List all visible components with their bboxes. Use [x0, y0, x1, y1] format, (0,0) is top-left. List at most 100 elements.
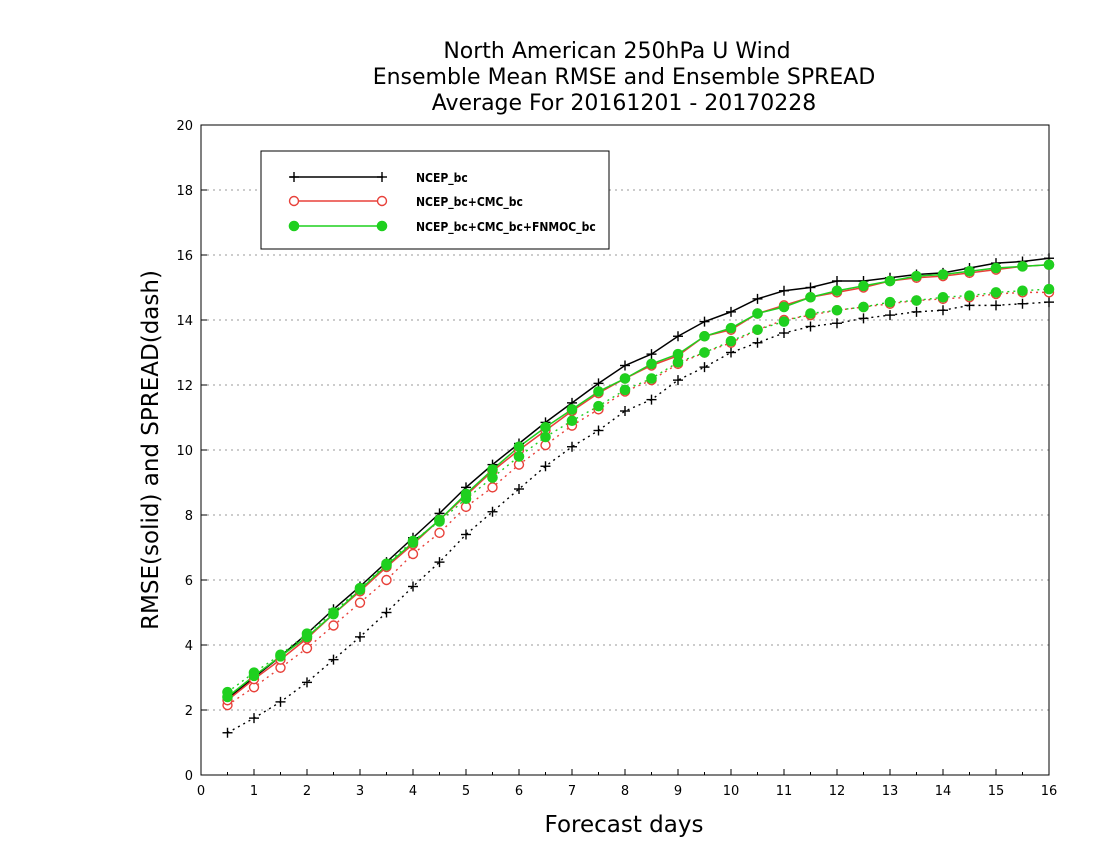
- rmse-point-series-3: [752, 308, 763, 319]
- rmse-point-series-3: [248, 670, 260, 682]
- rmse-point-series-3: [1043, 259, 1055, 271]
- rmse-point-series-3: [884, 275, 896, 287]
- gridlines: [201, 189, 1049, 711]
- legend-marker-2: [288, 195, 300, 207]
- rmse-point-series-1: [699, 316, 710, 327]
- chart-title-line-1: North American 250hPa U Wind: [443, 39, 790, 64]
- y-tick-label-4: 8: [185, 509, 193, 524]
- x-axis-label: Forecast days: [545, 812, 704, 838]
- spread-point-series-2: [487, 482, 498, 493]
- legend: NCEP_bc NCEP_bc+CMC_bc NCEP_bc+CMC_bc+FN…: [260, 150, 610, 250]
- y-tick-label-7: 14: [176, 314, 193, 329]
- spread-point-series-1: [567, 441, 577, 452]
- x-tick-label-2: 2: [303, 784, 311, 799]
- rmse-point-series-3: [460, 488, 472, 500]
- x-tick-label-16: 16: [1041, 784, 1058, 799]
- chart-title-line-2: Ensemble Mean RMSE and Ensemble SPREAD: [373, 65, 876, 90]
- spread-point-series-1: [1017, 298, 1028, 309]
- rmse-point-series-3: [990, 262, 1002, 274]
- rmse-point-series-3: [619, 373, 631, 384]
- x-tick-label-0: 0: [197, 784, 205, 799]
- spread-point-series-1: [540, 461, 551, 472]
- rmse-point-series-1: [620, 360, 630, 371]
- rmse-line-series-1: [227, 257, 1050, 700]
- spread-point-series-2: [301, 643, 313, 654]
- y-tick-label-10: 20: [176, 119, 193, 134]
- rmse-point-series-1: [752, 293, 763, 304]
- spread-point-series-3: [513, 451, 525, 462]
- x-tick-label-3: 3: [356, 784, 364, 799]
- spread-point-series-3: [619, 384, 631, 396]
- spread-point-series-1: [1044, 297, 1054, 308]
- x-tick-label-10: 10: [723, 784, 740, 799]
- spread-point-series-3: [937, 291, 949, 303]
- spread-point-series-3: [911, 295, 922, 306]
- rmse-point-series-3: [222, 691, 233, 703]
- legend-marker-1: [377, 172, 387, 182]
- spread-point-series-1: [832, 318, 842, 329]
- spread-point-series-1: [991, 300, 1001, 311]
- legend-marker-3: [288, 220, 300, 232]
- x-tick-label-14: 14: [935, 784, 952, 799]
- rmse-point-series-1: [779, 285, 789, 296]
- x-tick-label-4: 4: [409, 784, 417, 799]
- spread-point-series-1: [222, 727, 233, 738]
- spread-point-series-3: [699, 347, 710, 358]
- spread-point-series-3: [1043, 283, 1055, 295]
- spread-point-series-1: [938, 305, 948, 316]
- spread-point-series-3: [1017, 285, 1028, 297]
- x-tick-label-6: 6: [515, 784, 523, 799]
- spread-point-series-1: [752, 337, 763, 348]
- x-tick-label-5: 5: [462, 784, 470, 799]
- spread-point-series-3: [752, 324, 763, 336]
- spread-point-series-1: [302, 677, 312, 688]
- spread-point-series-1: [646, 394, 657, 405]
- spread-point-series-3: [725, 335, 737, 347]
- rmse-point-series-3: [513, 441, 525, 453]
- rmse-point-series-3: [805, 291, 816, 303]
- spread-point-series-1: [593, 425, 604, 436]
- y-tick-label-5: 10: [176, 444, 193, 459]
- y-tick-label-8: 16: [176, 249, 193, 264]
- chart-title-line-3: Average For 20161201 - 20170228: [432, 91, 817, 116]
- spread-point-series-1: [699, 362, 710, 373]
- spread-point-series-2: [328, 620, 339, 631]
- rmse-point-series-3: [911, 270, 922, 282]
- spread-point-series-1: [805, 321, 816, 332]
- spread-point-series-1: [911, 306, 922, 317]
- rmse-line-series-2: [227, 264, 1050, 701]
- spread-point-series-1: [275, 696, 286, 707]
- spread-point-series-1: [514, 484, 524, 494]
- rmse-point-series-1: [832, 276, 842, 286]
- spread-point-series-3: [540, 431, 551, 443]
- spread-point-series-2: [434, 527, 445, 539]
- x-tick-label-9: 9: [674, 784, 682, 799]
- spread-point-series-1: [779, 328, 789, 338]
- rmse-point-series-3: [407, 537, 419, 548]
- spread-point-series-1: [434, 557, 445, 568]
- spread-point-series-3: [831, 304, 843, 316]
- spread-point-series-3: [805, 308, 816, 319]
- legend-label-1: NCEP_bc: [416, 171, 468, 186]
- spread-line-series-2: [227, 291, 1049, 706]
- y-tick-label-9: 18: [176, 184, 193, 199]
- spread-point-series-3: [964, 290, 975, 301]
- legend-marker-3: [376, 220, 388, 232]
- x-tick-label-13: 13: [882, 784, 899, 799]
- rmse-point-series-3: [964, 265, 975, 277]
- rmse-point-series-1: [726, 306, 736, 317]
- spread-point-series-1: [328, 654, 339, 665]
- x-tick-label-8: 8: [621, 784, 629, 799]
- rmse-point-series-3: [699, 330, 710, 342]
- spread-point-series-3: [858, 301, 869, 313]
- spread-point-series-3: [593, 400, 604, 412]
- spread-point-series-1: [726, 347, 736, 358]
- rmse-point-series-3: [593, 386, 604, 397]
- spread-point-series-3: [778, 316, 790, 327]
- rmse-point-series-3: [434, 514, 445, 526]
- x-tick-label-12: 12: [829, 784, 846, 799]
- spread-point-series-1: [249, 713, 259, 724]
- spread-point-series-2: [354, 597, 366, 608]
